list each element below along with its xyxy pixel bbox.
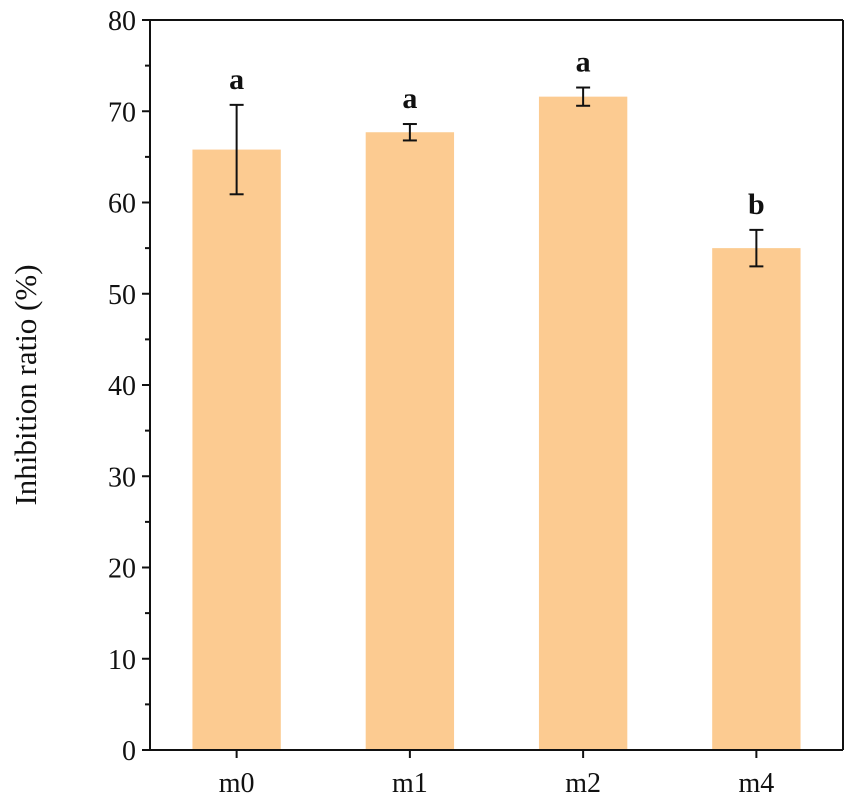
x-ticks-group: m0 m1 m2 m4 [219, 750, 774, 799]
significance-labels-group: a a a b [229, 46, 765, 221]
error-bars-group [229, 86, 764, 268]
y-tick-label-10: 10 [108, 645, 136, 676]
bar-m2 [538, 96, 628, 750]
significance-label-m4: b [748, 188, 765, 221]
bar-m1 [365, 132, 455, 751]
error-bar-m0 [229, 103, 244, 196]
error-bar-m2 [576, 86, 591, 107]
bar-m0 [192, 149, 281, 750]
significance-label-m1: a [402, 82, 417, 115]
y-tick-label-30: 30 [108, 462, 136, 493]
y-tick-label-0: 0 [122, 736, 136, 767]
y-tick-label-20: 20 [108, 554, 136, 585]
x-tick-label-m2: m2 [565, 768, 601, 799]
x-tick-label-m1: m1 [392, 768, 428, 799]
y-tick-label-80: 80 [108, 6, 136, 37]
bars-group [192, 96, 801, 751]
y-tick-label-50: 50 [108, 280, 136, 311]
y-axis-title: Inhibition ratio (%) [8, 264, 43, 505]
x-tick-label-m4: m4 [738, 768, 774, 799]
y-tick-label-60: 60 [108, 189, 136, 220]
significance-label-m0: a [229, 63, 244, 96]
error-bar-m1 [402, 123, 417, 142]
bar-m4 [712, 248, 801, 750]
error-bar-m4 [749, 228, 764, 268]
significance-label-m2: a [576, 46, 591, 79]
y-ticks-group: 0 10 20 30 40 50 60 70 80 [108, 6, 150, 767]
y-tick-label-70: 70 [108, 97, 136, 128]
y-tick-label-40: 40 [108, 371, 136, 402]
x-tick-label-m0: m0 [219, 768, 255, 799]
